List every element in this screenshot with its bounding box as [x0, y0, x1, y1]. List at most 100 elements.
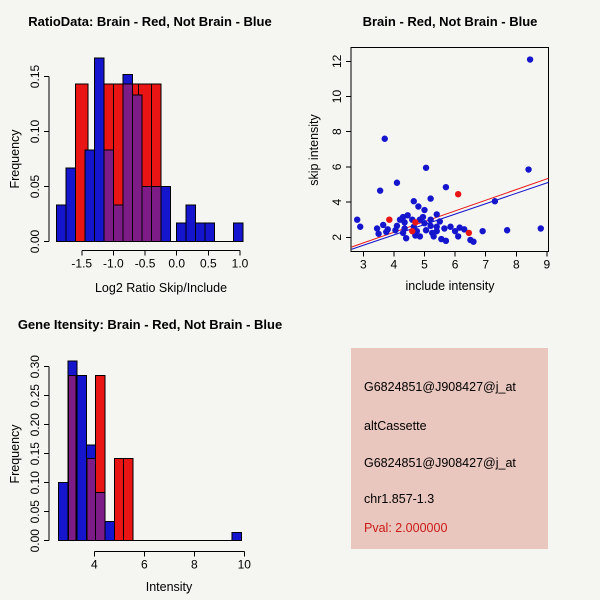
hist-bar-blue	[185, 204, 197, 242]
gene-hist-ylabel: Frequency	[8, 424, 22, 484]
x-tick-label: 7	[482, 258, 489, 272]
scatter-point-blue	[421, 206, 428, 214]
ratio-hist-title: RatioData: Brain - Red, Not Brain - Blue	[28, 14, 272, 29]
scatter-point-blue	[461, 226, 468, 233]
y-tick-label: 0.25	[28, 384, 42, 408]
scatter-point-blue	[419, 213, 427, 221]
y-tick-label: 2	[330, 234, 344, 241]
hist-bar-red	[113, 457, 125, 542]
scatter-ylabel: skip intensity	[307, 114, 321, 186]
hist-bar-blue	[195, 222, 206, 243]
hist-bar-blue	[233, 222, 244, 243]
hist-bar-blue	[76, 374, 87, 542]
y-tick-label: 0.00	[28, 529, 42, 553]
x-tick-label: 0.5	[200, 257, 217, 271]
x-tick-label: 0.0	[168, 257, 185, 271]
event-type-line: altCassette	[364, 419, 427, 433]
scatter-point-blue	[415, 203, 422, 210]
scatter-point-blue	[525, 166, 532, 173]
y-tick-label: 4	[330, 198, 344, 205]
scatter-point-blue	[379, 221, 387, 229]
hist-bar-blue	[65, 167, 76, 242]
x-tick-label: 5	[421, 258, 428, 272]
hist-bar-blue	[55, 204, 67, 242]
plot-box	[350, 46, 549, 253]
x-tick-label: 6	[452, 258, 459, 272]
hist-bar-purple	[131, 94, 143, 242]
scatter-point-blue	[427, 195, 434, 202]
y-tick-label: 8	[330, 128, 344, 135]
x-tick-label: 3	[360, 258, 367, 272]
fit-line-blue	[351, 181, 549, 250]
scatter-point-blue	[427, 222, 434, 230]
scatter-point-blue	[470, 238, 477, 245]
x-tick-label: 4	[391, 258, 398, 272]
scatter-point-blue	[433, 211, 440, 218]
hist-bar-purple	[68, 374, 77, 542]
x-tick-label: 6	[141, 558, 148, 572]
scatter-point-blue	[376, 187, 384, 194]
scatter-point-blue	[441, 225, 448, 232]
x-tick-label: 8	[191, 558, 198, 572]
hist-bar-blue	[204, 222, 216, 243]
x-tick-label: -1.0	[103, 257, 124, 271]
scatter-point-blue	[381, 135, 388, 142]
probe-id-line-2: G6824851@J908427@j_at	[364, 456, 516, 470]
scatter-point-blue	[393, 179, 401, 186]
hist-bar-purple	[95, 492, 106, 542]
ratio-hist: 0.00 0.05 0.10 0.15 -1.5 -1.0 -0.5 0.0 0.5 1.0	[28, 57, 249, 271]
scatter-point-blue	[451, 227, 459, 235]
scatter-point-blue	[427, 216, 434, 223]
ratio-hist-xlabel: Log2 Ratio Skip/Include	[94, 281, 228, 295]
scatter-point-red	[412, 219, 419, 226]
x-tick-label: -1.5	[71, 257, 92, 271]
y-tick-label: 0.30	[28, 355, 42, 379]
hist-bar-blue	[93, 57, 105, 242]
scatter-xlabel: include intensity	[405, 279, 495, 293]
scatter-point-blue	[454, 233, 462, 240]
hist-bar-blue	[57, 482, 69, 542]
scatter-point-blue	[422, 227, 430, 234]
scatter-point-blue	[503, 227, 511, 234]
x-tick-label: 1.0	[232, 257, 249, 271]
hist-bar-blue	[122, 73, 133, 85]
scatter-point-blue	[393, 222, 401, 230]
hist-bar-blue	[104, 521, 115, 542]
scatter-point-blue	[399, 229, 407, 237]
hist-bar-blue	[231, 532, 243, 542]
y-tick-label: 0.05	[28, 500, 42, 524]
scatter-point-blue	[436, 218, 443, 225]
y-tick-label: 0.10	[28, 471, 42, 495]
scatter-point-blue	[413, 227, 421, 235]
hist-bar-purple	[112, 204, 124, 242]
scatter-point-blue	[357, 223, 364, 230]
y-tick-label: 10	[330, 90, 344, 104]
scatter-point-blue	[537, 225, 544, 232]
gene-hist-xlabel: Intensity	[145, 580, 193, 594]
y-tick-label: 0.20	[28, 413, 42, 437]
x-tick-label: 8	[513, 258, 520, 272]
y-tick-label: 12	[330, 54, 344, 68]
scatter-point-blue	[442, 183, 450, 191]
scatter-point-blue	[375, 230, 382, 237]
gene-hist-title: Gene Itensity: Brain - Red, Not Brain - …	[17, 317, 283, 332]
x-tick-label: 4	[91, 558, 98, 572]
scatter-point-blue	[421, 220, 428, 227]
scatter-point-red	[386, 216, 393, 223]
scatter-point-blue	[410, 198, 417, 205]
scatter-point-blue	[422, 164, 430, 171]
scatter-point-blue	[491, 198, 499, 205]
y-tick-label: 0.15	[28, 442, 42, 466]
probe-id-line: G6824851@J908427@j_at	[364, 380, 516, 394]
x-tick-label: -0.5	[135, 257, 156, 271]
scatter-point-red	[454, 190, 462, 198]
hist-bar-red	[123, 457, 134, 542]
scatter-point-blue	[402, 234, 410, 242]
scatter-title: Brain - Red, Not Brain - Blue	[362, 14, 538, 29]
scatter-point-red	[465, 229, 473, 237]
scatter-point-blue	[433, 227, 440, 235]
ratio-hist-ylabel: Frequency	[8, 129, 22, 189]
intensity-scatter: 2 4 6 8 10 12 3 4 5 6 7 8 9	[330, 46, 551, 272]
scatter-point-blue	[404, 212, 411, 219]
